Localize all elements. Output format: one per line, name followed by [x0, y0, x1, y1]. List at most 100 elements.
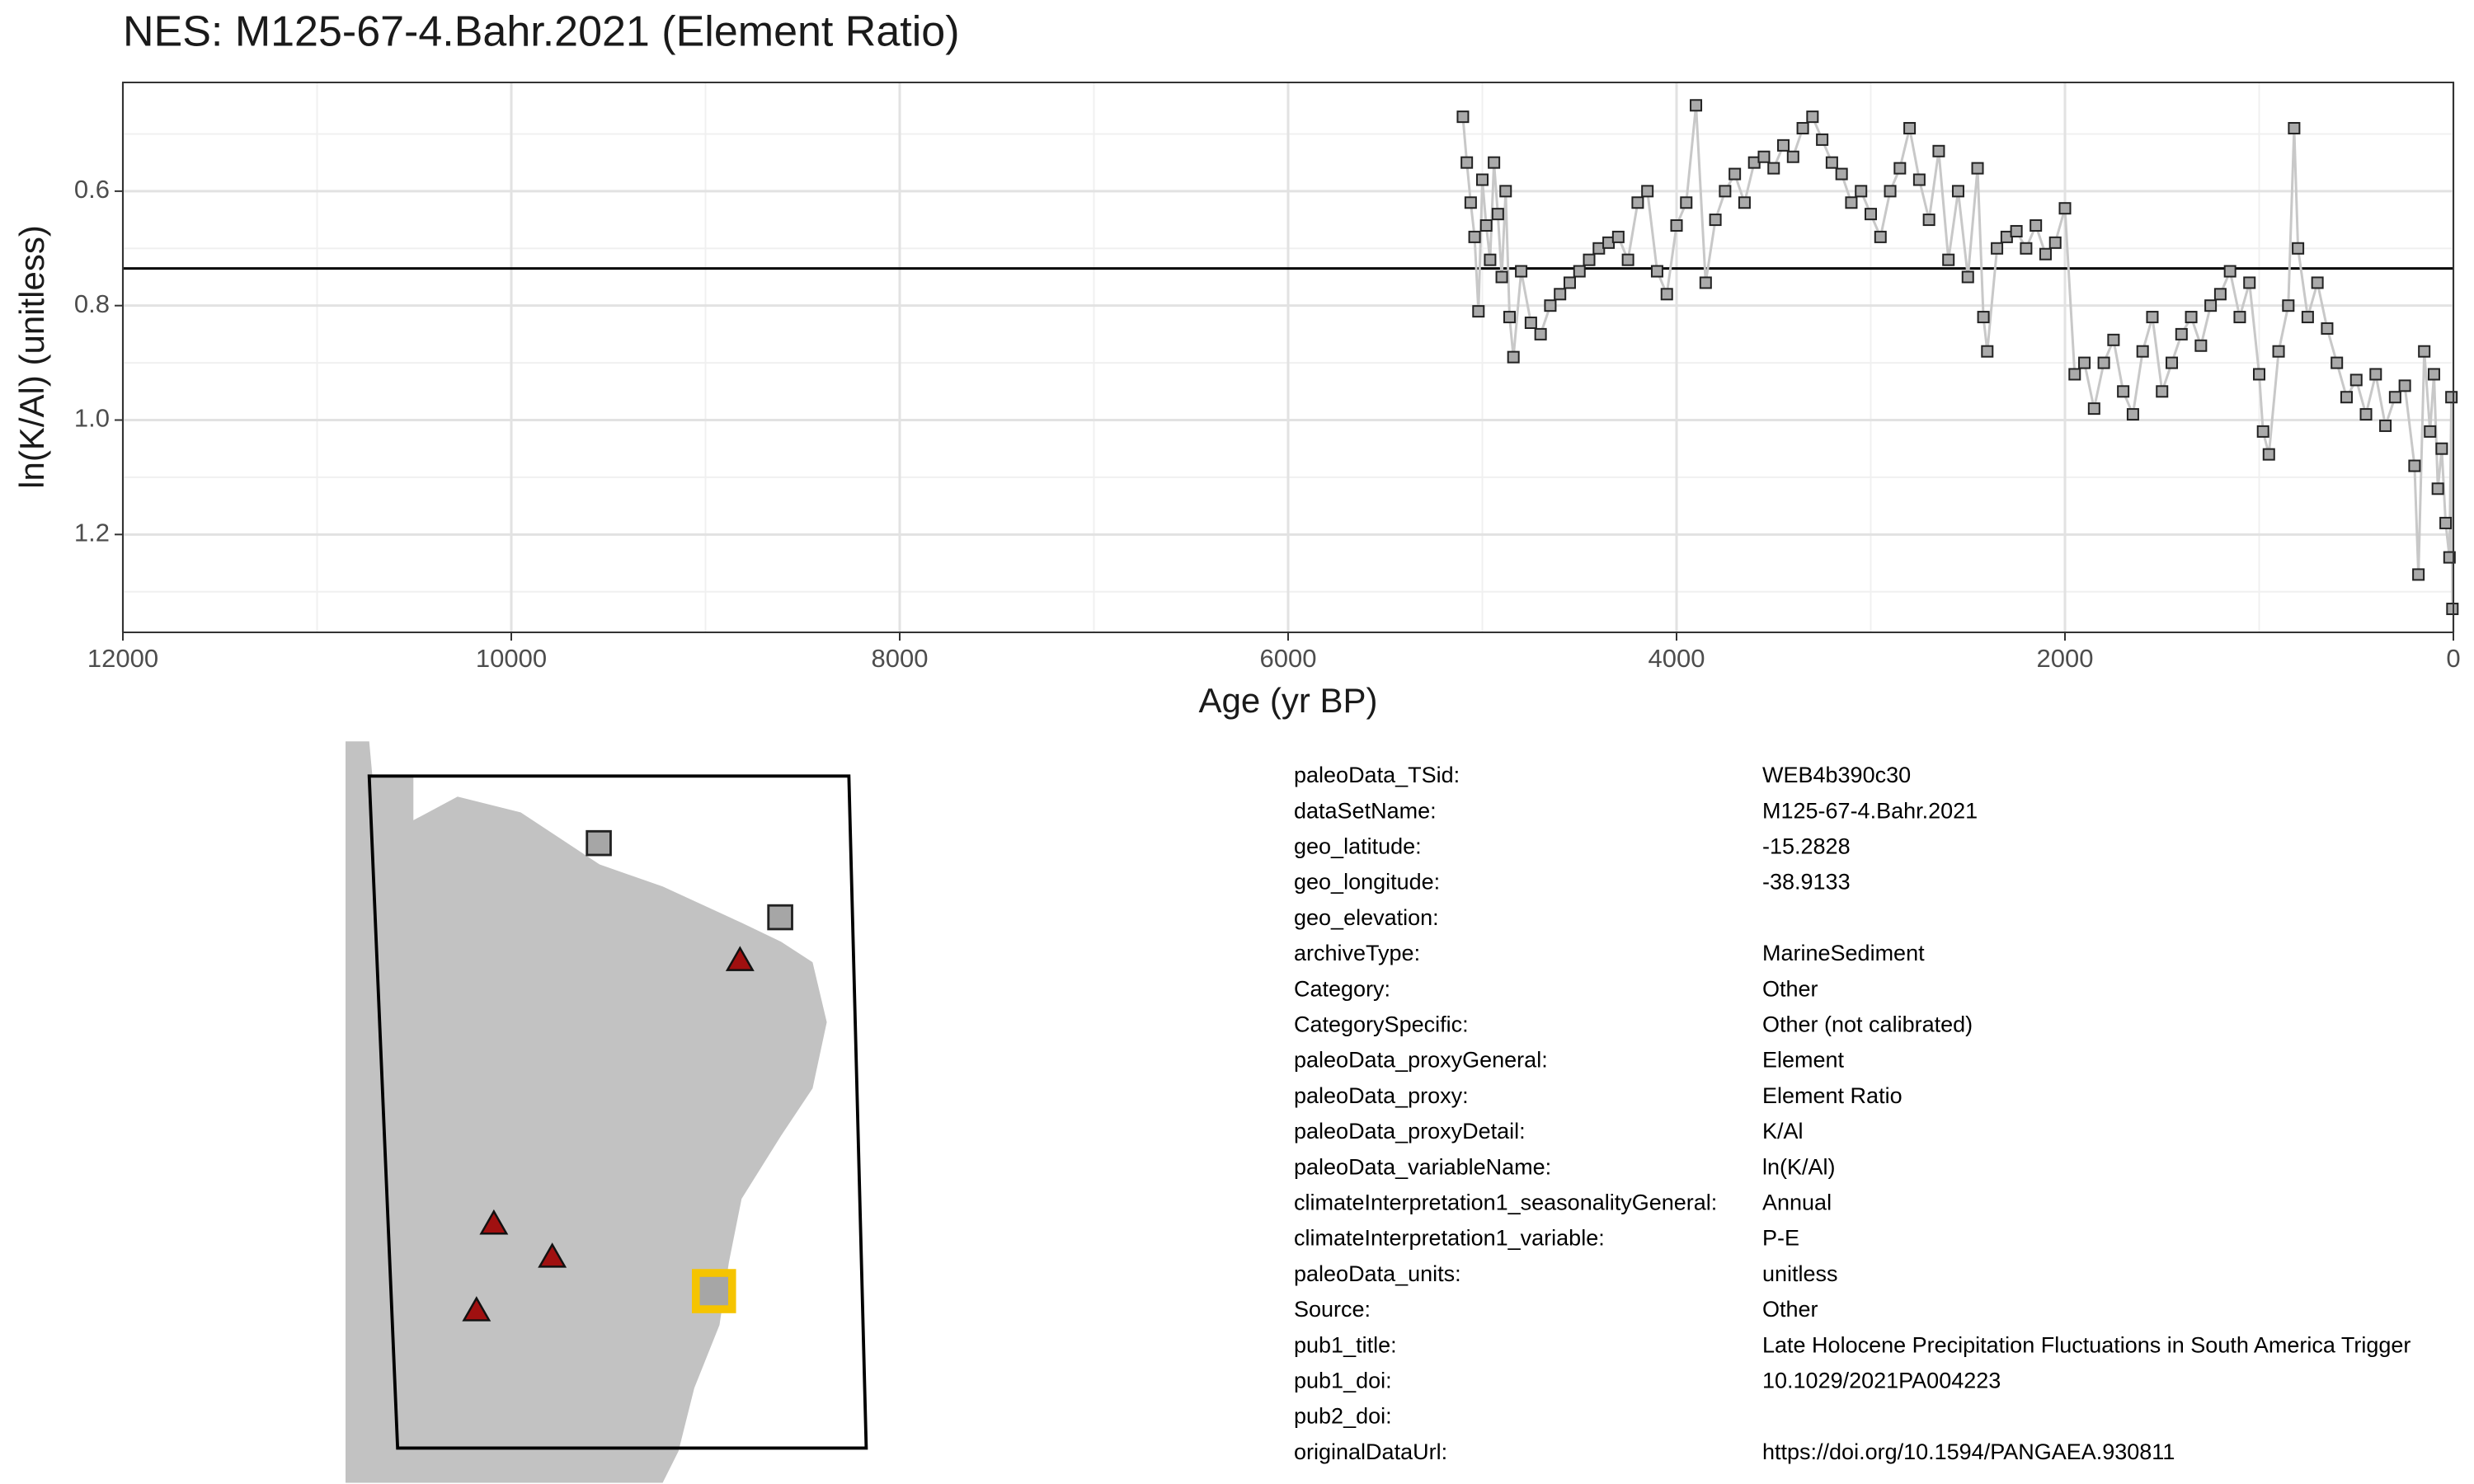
meta-key: pub1_title: — [1294, 1332, 1397, 1357]
data-point — [2146, 311, 2159, 324]
data-point — [1912, 173, 1926, 186]
data-point — [2408, 459, 2421, 472]
data-point — [2301, 311, 2314, 324]
data-point — [1507, 350, 1520, 364]
x-tick-label: 0 — [2446, 644, 2460, 673]
data-point — [2058, 202, 2072, 215]
data-point — [2288, 122, 2301, 135]
chart-title: NES: M125-67-4.Bahr.2021 (Element Ratio) — [123, 8, 960, 56]
data-point — [2087, 402, 2100, 416]
data-point — [2331, 356, 2344, 369]
data-point — [1942, 253, 1955, 266]
y-tick-label: 0.6 — [74, 175, 110, 204]
data-point — [1786, 150, 1799, 163]
meta-key: Source: — [1294, 1297, 1371, 1322]
data-point — [1573, 265, 1586, 278]
meta-key: paleoData_variableName: — [1294, 1154, 1551, 1179]
data-point — [1855, 185, 1868, 198]
meta-key: pub2_doi: — [1294, 1404, 1392, 1429]
data-point — [1757, 150, 1771, 163]
data-point — [1641, 185, 1654, 198]
data-point — [1495, 270, 1508, 284]
data-point — [1767, 162, 1780, 175]
data-point — [1825, 156, 1838, 169]
meta-key: geo_elevation: — [1294, 905, 1439, 930]
data-point — [2010, 224, 2023, 237]
meta-value: M125-67-4.Bahr.2021 — [1762, 798, 1978, 823]
data-point — [2427, 368, 2440, 381]
data-point — [2369, 368, 2382, 381]
data-point — [2349, 373, 2363, 387]
data-point — [2097, 356, 2110, 369]
data-point — [1670, 219, 1683, 232]
meta-key: archiveType: — [1294, 941, 1420, 965]
meta-key: CategorySpecific: — [1294, 1012, 1469, 1037]
y-axis-label: ln(K/Al) (unitless) — [12, 225, 51, 489]
data-point — [1680, 196, 1693, 209]
data-point — [1484, 253, 1497, 266]
data-point — [1464, 196, 1477, 209]
data-point — [2223, 265, 2236, 278]
meta-key: pub1_doi: — [1294, 1369, 1392, 1393]
data-point — [1491, 208, 1504, 221]
data-point — [2435, 442, 2448, 455]
x-axis-label: Age (yr BP) — [1198, 681, 1377, 720]
x-tick-label: 12000 — [87, 644, 158, 673]
plot-border — [122, 82, 2454, 633]
meta-value: WEB4b390c30 — [1762, 763, 1911, 787]
data-point — [2443, 551, 2456, 564]
data-point — [1515, 265, 1528, 278]
data-point — [1951, 185, 1964, 198]
y-tick-label: 1.0 — [74, 404, 110, 433]
data-point — [1524, 317, 1537, 330]
data-point — [2030, 219, 2043, 232]
data-point — [2272, 345, 2285, 358]
meta-value: Other — [1762, 976, 1818, 1001]
data-point — [2068, 368, 2081, 381]
data-point — [1932, 144, 1945, 157]
y-tick-label: 0.8 — [74, 289, 110, 318]
meta-value: K/Al — [1762, 1119, 1804, 1144]
data-point — [1563, 276, 1576, 289]
data-point — [1961, 270, 1974, 284]
meta-key: Category: — [1294, 976, 1390, 1001]
data-point — [2204, 299, 2218, 312]
data-point — [2253, 368, 2265, 381]
site-triangle — [462, 1296, 492, 1322]
data-point — [1544, 299, 1557, 312]
meta-key: geo_latitude: — [1294, 834, 1422, 859]
meta-key: dataSetName: — [1294, 798, 1437, 823]
data-point — [2424, 425, 2437, 438]
meta-value: 10.1029/2021PA004223 — [1762, 1369, 2001, 1393]
data-point — [1476, 173, 1489, 186]
meta-key: geo_longitude: — [1294, 870, 1440, 895]
meta-value: Element — [1762, 1048, 1845, 1073]
data-point — [1845, 196, 1858, 209]
data-point — [1456, 110, 1470, 124]
data-point — [1991, 242, 2004, 255]
data-point — [1903, 122, 1917, 135]
data-point — [1981, 345, 1994, 358]
data-point — [2431, 482, 2444, 495]
meta-value: -38.9133 — [1762, 870, 1851, 895]
data-point — [2311, 276, 2324, 289]
meta-value: ln(K/Al) — [1762, 1154, 1836, 1179]
meta-value: Element Ratio — [1762, 1083, 1903, 1108]
data-point — [2379, 419, 2392, 432]
data-point — [1796, 122, 1809, 135]
data-point — [1468, 230, 1481, 243]
data-point — [2282, 299, 2295, 312]
meta-value: -15.2828 — [1762, 834, 1851, 859]
data-point — [1816, 133, 1829, 146]
site-triangle — [725, 946, 755, 971]
data-point — [1874, 230, 1887, 243]
data-point — [2243, 276, 2256, 289]
x-tick-label: 6000 — [1260, 644, 1317, 673]
data-point — [2446, 603, 2459, 616]
data-point — [2078, 356, 2091, 369]
data-point — [2412, 568, 2425, 581]
data-point — [2256, 425, 2269, 438]
data-point — [2439, 516, 2453, 529]
data-point — [2292, 242, 2305, 255]
